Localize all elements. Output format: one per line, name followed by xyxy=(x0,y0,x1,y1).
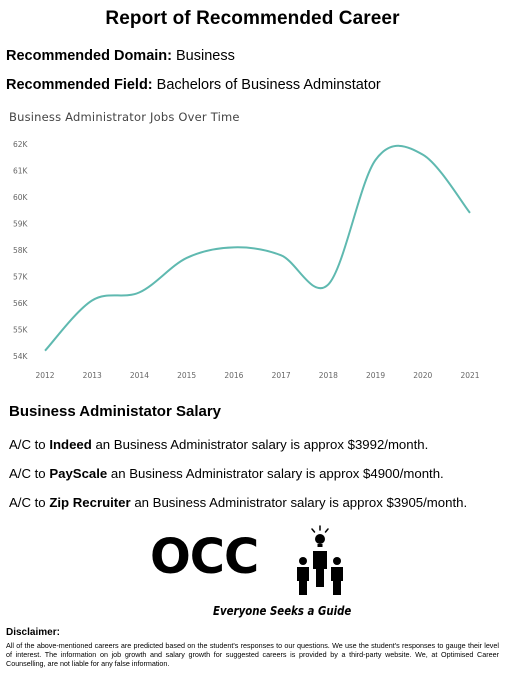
salary-section-title: Business Administator Salary xyxy=(9,403,222,420)
y-tick-label: 62K xyxy=(13,140,29,149)
y-tick-label: 59K xyxy=(13,220,29,229)
salary-source-ziprecruiter: Zip Recruiter xyxy=(49,495,131,510)
series-line xyxy=(44,144,471,352)
jobs-line-chart: 54K 55K 56K 57K 58K 59K 60K 61K 62K 2012 2013 2014 2… xyxy=(13,140,480,380)
y-tick-label: 54K xyxy=(13,352,29,361)
y-tick-label: 61K xyxy=(13,167,29,176)
salary-line-payscale: A/C to PayScale an Business Administrato… xyxy=(9,466,444,481)
recommended-field-label: Recommended Field: xyxy=(6,77,153,93)
disclaimer-text: All of the above-mentioned careers are p… xyxy=(6,641,499,668)
report-title: Report of Recommended Career xyxy=(105,8,400,29)
y-tick-label: 57K xyxy=(13,273,29,282)
occ-logo: OCC Everyone Seeks a Guide xyxy=(150,525,352,625)
y-tick-label: 56K xyxy=(13,299,29,308)
salary-line-indeed: A/C to Indeed an Business Administrator … xyxy=(9,437,429,452)
salary-source-indeed: Indeed xyxy=(49,437,92,452)
logo-tagline: Everyone Seeks a Guide xyxy=(213,604,352,618)
people-with-lightbulb-icon xyxy=(297,525,343,595)
recommended-field-row: Recommended Field: Bachelors of Business… xyxy=(6,77,381,93)
chart-title: Business Administrator Jobs Over Time xyxy=(9,110,240,124)
recommended-domain-row: Recommended Domain: Business xyxy=(6,48,235,64)
salary-source-payscale: PayScale xyxy=(49,466,108,481)
x-tick-label: 2015 xyxy=(177,371,196,380)
y-tick-label: 55K xyxy=(13,326,29,335)
x-tick-label: 2014 xyxy=(130,371,149,380)
y-tick-label: 58K xyxy=(13,246,29,255)
x-tick-label: 2016 xyxy=(224,371,243,380)
x-tick-label: 2018 xyxy=(319,371,338,380)
x-tick-label: 2021 xyxy=(460,371,479,380)
x-tick-label: 2020 xyxy=(413,371,432,380)
x-tick-label: 2019 xyxy=(366,371,385,380)
salary-line-ziprecruiter: A/C to Zip Recruiter an Business Adminis… xyxy=(9,495,468,510)
recommended-field-value: Bachelors of Business Adminstator xyxy=(156,77,381,93)
logo-text: OCC xyxy=(150,529,259,585)
x-tick-label: 2013 xyxy=(83,371,102,380)
x-tick-label: 2012 xyxy=(35,371,54,380)
recommended-domain-label: Recommended Domain: xyxy=(6,48,172,64)
recommended-domain-value: Business xyxy=(176,48,235,64)
y-tick-label: 60K xyxy=(13,193,29,202)
x-tick-label: 2017 xyxy=(272,371,291,380)
disclaimer-title: Disclaimer: xyxy=(6,627,60,638)
